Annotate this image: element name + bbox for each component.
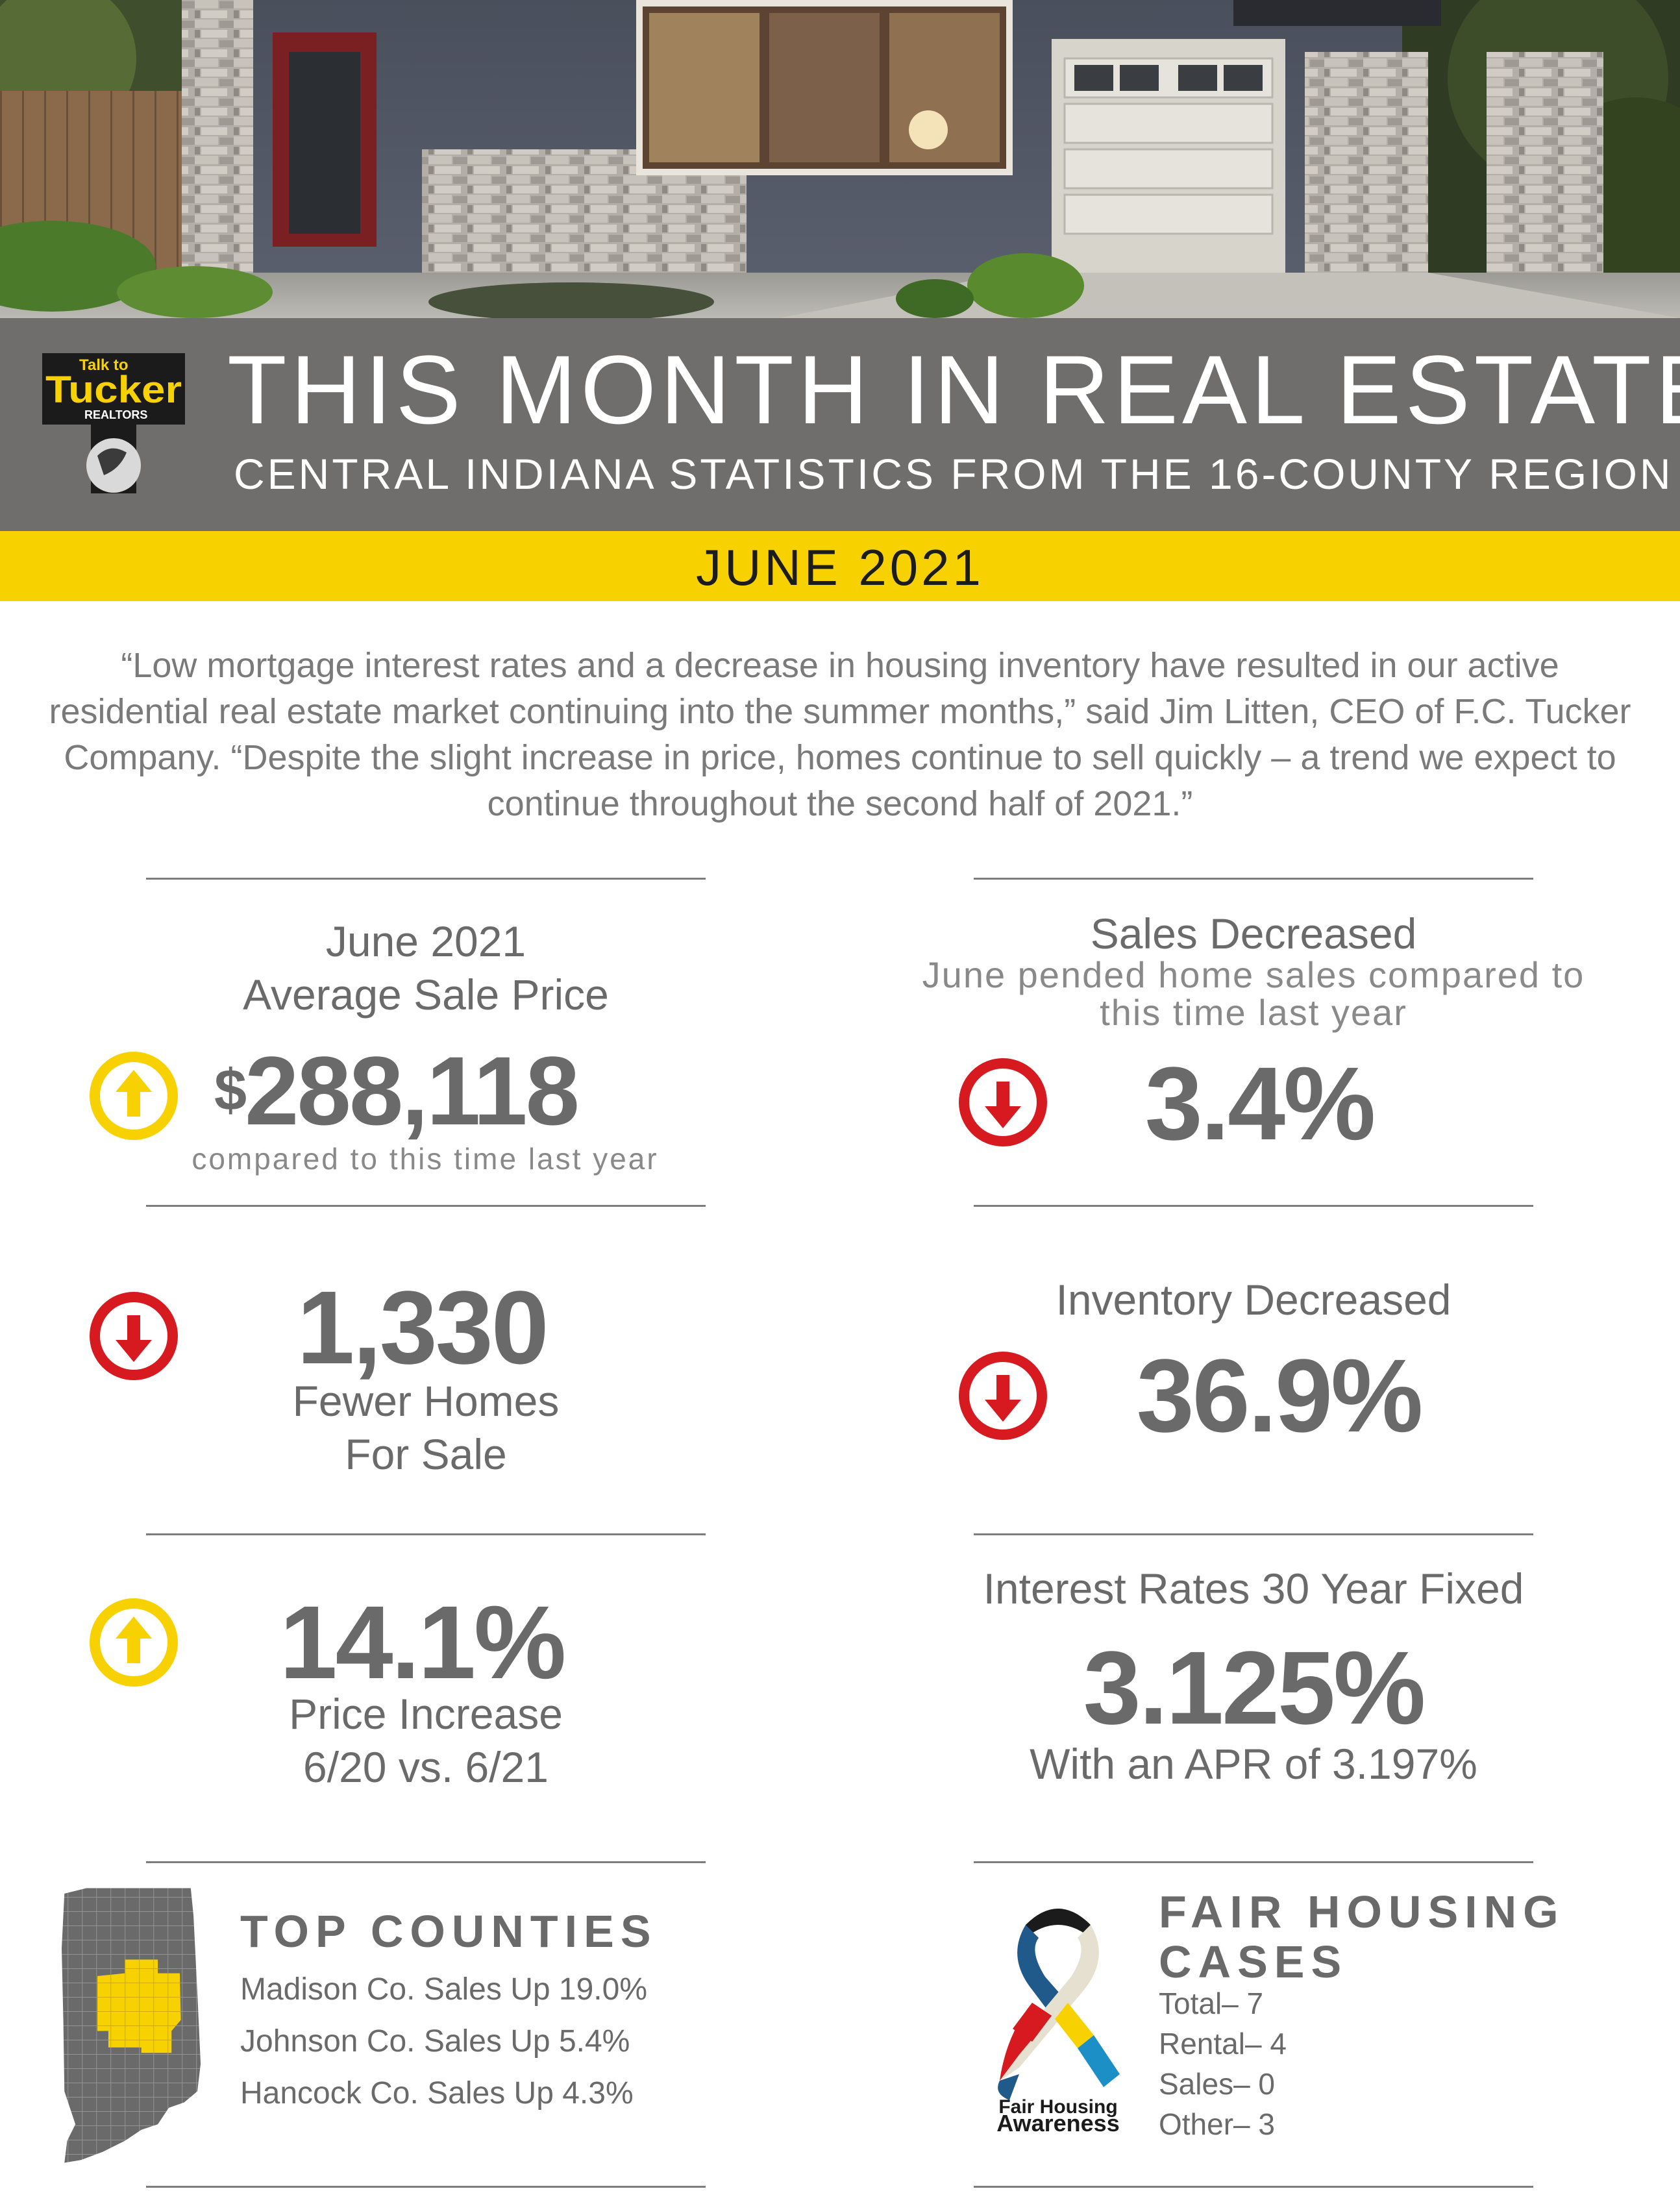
page-title: THIS MONTH IN REAL ESTATE — [227, 335, 1680, 444]
header-banner — [0, 318, 1680, 531]
price-increase-value: 14.1% — [279, 1584, 567, 1700]
fewer-homes-label-2: For Sale — [345, 1430, 507, 1478]
top-counties-heading: TOP COUNTIES — [240, 1906, 658, 1957]
divider — [974, 878, 1533, 880]
fewer-homes-label-1: Fewer Homes — [292, 1377, 560, 1425]
arrow-down-icon — [959, 1352, 1047, 1440]
indiana-map-icon — [62, 1888, 201, 2163]
price-increase-label-1: Price Increase — [289, 1690, 563, 1738]
divider — [146, 2186, 706, 2188]
divider — [974, 2186, 1533, 2188]
arrow-up-icon — [90, 1598, 178, 1687]
avg-price-label-2: Average Sale Price — [243, 971, 609, 1019]
sales-sublabel-2: this time last year — [1100, 992, 1407, 1033]
divider — [974, 1533, 1533, 1535]
fair-housing-heading-1: FAIR HOUSING — [1159, 1887, 1565, 1937]
svg-text:Awareness: Awareness — [996, 2110, 1119, 2133]
county-item: Hancock Co. Sales Up 4.3% — [240, 2076, 634, 2111]
ceo-quote: “Low mortgage interest rates and a decre… — [49, 646, 1631, 823]
svg-text:Fair Housing: Fair Housing — [998, 2096, 1117, 2118]
interest-value: 3.125% — [1083, 1629, 1426, 1746]
divider — [146, 1205, 706, 1207]
inventory-value: 36.9% — [1136, 1337, 1424, 1454]
month-bar — [0, 531, 1680, 601]
sales-label: Sales Decreased — [1090, 910, 1417, 958]
fewer-homes-value: 1,330 — [297, 1269, 549, 1385]
avg-price-note: compared to this time last year — [191, 1142, 659, 1176]
county-item: Johnson Co. Sales Up 5.4% — [240, 2024, 630, 2059]
arrow-down-icon — [90, 1292, 178, 1380]
hero-house-photo — [0, 0, 1680, 318]
svg-text:REALTORS: REALTORS — [84, 408, 147, 421]
divider — [974, 1861, 1533, 1863]
interest-label: Interest Rates 30 Year Fixed — [983, 1565, 1524, 1613]
sales-sublabel-1: June pended home sales compared to — [922, 954, 1585, 995]
fair-housing-item: Total– 7 — [1159, 1987, 1264, 2020]
divider — [146, 1861, 706, 1863]
svg-text:Tucker: Tucker — [45, 369, 182, 411]
divider — [146, 878, 706, 880]
fair-housing-item: Rental– 4 — [1159, 2027, 1287, 2061]
fair-housing-item: Sales– 0 — [1159, 2067, 1276, 2101]
currency-symbol: $ — [214, 1058, 247, 1123]
arrow-up-icon — [90, 1052, 178, 1140]
page-subtitle: CENTRAL INDIANA STATISTICS FROM THE 16-C… — [234, 450, 1674, 498]
fair-housing-ribbon-icon: Fair Housing Awareness — [996, 1909, 1120, 2133]
fair-housing-heading-2: CASES — [1159, 1937, 1348, 1987]
svg-text:Talk to: Talk to — [79, 356, 129, 374]
report-month: JUNE 2021 — [696, 539, 984, 596]
divider — [146, 1533, 706, 1535]
avg-price-number: 288,118 — [245, 1036, 580, 1145]
inventory-label: Inventory Decreased — [1056, 1276, 1451, 1324]
price-increase-label-2: 6/20 vs. 6/21 — [303, 1743, 549, 1791]
arrow-down-icon — [959, 1058, 1047, 1146]
sales-value: 3.4% — [1144, 1045, 1376, 1161]
fair-housing-item: Other– 3 — [1159, 2107, 1275, 2141]
interest-apr: With an APR of 3.197% — [1030, 1740, 1477, 1788]
tucker-logo: Talk to Tucker REALTORS — [39, 352, 188, 495]
avg-price-value: $288,118 — [214, 1035, 669, 1146]
avg-price-label-1: June 2021 — [325, 917, 526, 965]
divider — [974, 1205, 1533, 1207]
county-item: Madison Co. Sales Up 19.0% — [240, 1972, 647, 2007]
